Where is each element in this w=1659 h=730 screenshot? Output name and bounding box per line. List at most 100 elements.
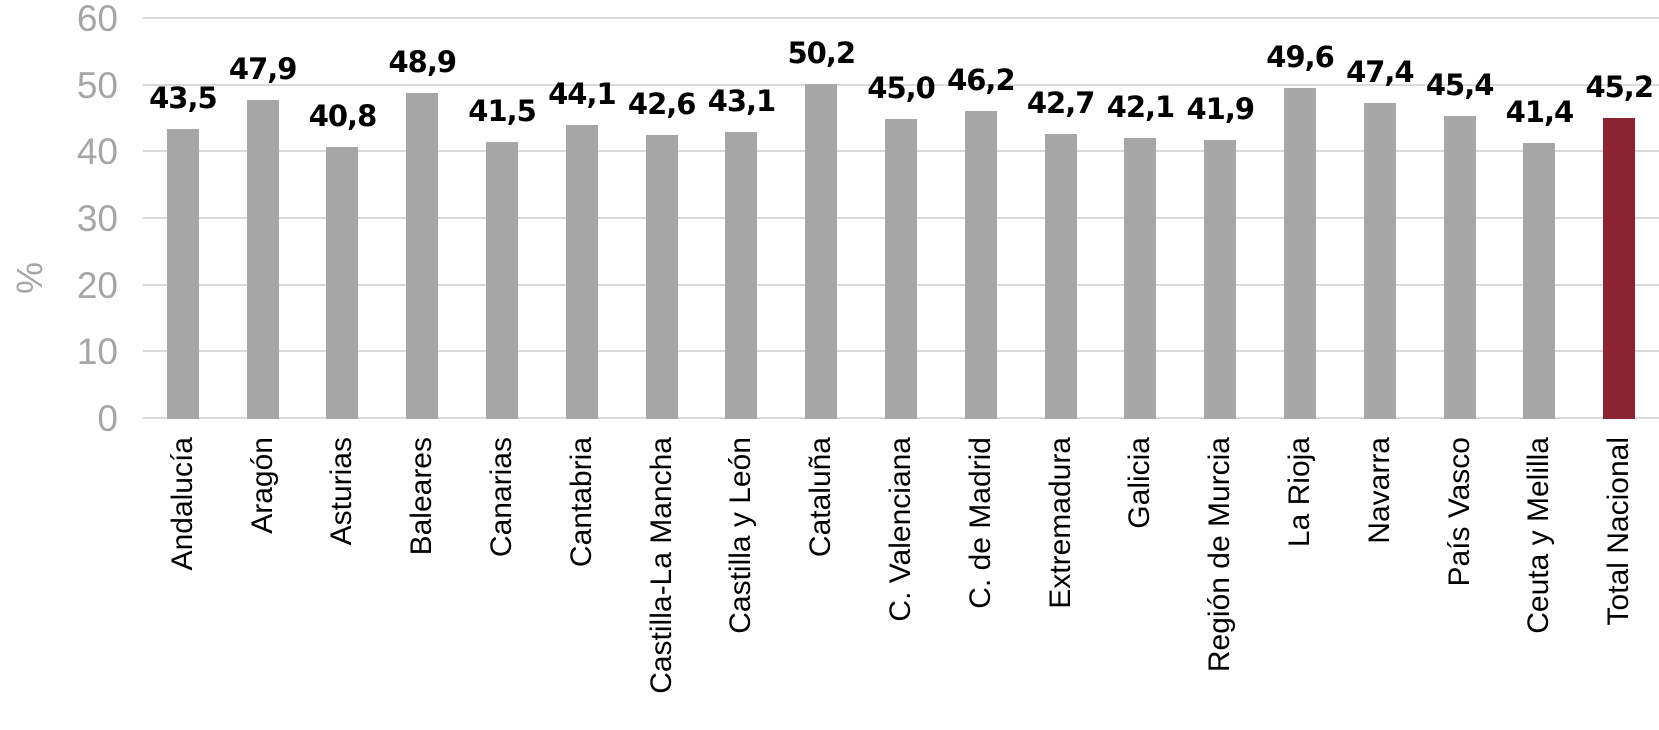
x-axis-label: Aragón [245, 437, 279, 534]
bar-value-label: 43,1 [707, 83, 777, 118]
x-slot: Canarias [462, 437, 542, 730]
bar-value-label: 41,4 [1505, 95, 1575, 129]
bar [326, 147, 359, 419]
bar [1204, 139, 1237, 419]
bar [1443, 116, 1476, 419]
bar [406, 93, 439, 419]
bar-value-label: 42,7 [1026, 86, 1096, 121]
bar-slot: 41,4 [1500, 19, 1580, 419]
x-slot: Cantabria [542, 437, 622, 730]
x-axis-label: Navarra [1362, 437, 1396, 544]
x-slot: Baleares [382, 437, 462, 730]
y-axis-tick-label: 40 [76, 131, 118, 173]
bar-value-label: 45,2 [1585, 69, 1654, 104]
bar [645, 135, 678, 419]
bar-slot: 41,5 [462, 19, 542, 419]
y-axis-tick-label: 50 [76, 64, 118, 106]
bars-row: 43,5 47,9 40,8 48,9 41,5 44,1 42,6 43,1 50,2 45,0… [143, 19, 1659, 419]
bar-slot: 45,2 [1579, 19, 1659, 419]
bar-value-label: 45,4 [1425, 68, 1495, 103]
x-slot: La Rioja [1260, 437, 1340, 730]
x-axis-label: Total Nacional [1602, 437, 1636, 626]
bar-highlighted [1603, 117, 1636, 419]
x-axis-label: C. Valenciana [884, 437, 918, 622]
plot-area: 43,5 47,9 40,8 48,9 41,5 44,1 42,6 43,1 50,2 45,0… [143, 17, 1659, 419]
x-axis-label: C. de Madrid [963, 437, 997, 609]
bar-value-label: 47,4 [1346, 55, 1415, 89]
bar-value-label: 41,5 [468, 94, 537, 129]
bar-slot: 42,6 [622, 19, 702, 419]
bar-value-label: 45,0 [867, 71, 936, 105]
y-axis-tick-label: 0 [97, 398, 118, 439]
x-axis-label: Región de Murcia [1203, 437, 1237, 673]
x-slot: Cataluña [781, 437, 861, 730]
bar [1044, 134, 1077, 419]
bar-value-label: 40,8 [308, 99, 378, 133]
bar [1363, 103, 1396, 419]
bar [246, 99, 279, 419]
bar [964, 111, 997, 419]
bar-slot: 42,1 [1101, 19, 1181, 419]
bar-slot: 47,9 [223, 19, 303, 419]
bar-slot: 41,9 [1180, 19, 1260, 419]
y-axis-tick-label: 30 [76, 198, 118, 239]
x-slot: Asturias [303, 437, 383, 730]
x-slot: Región de Murcia [1180, 437, 1260, 730]
bar-slot: 44,1 [542, 19, 622, 419]
bar-slot: 43,1 [702, 19, 782, 419]
x-axis-label: Asturias [325, 437, 359, 546]
bar [486, 142, 519, 419]
bar-slot: 49,6 [1260, 19, 1340, 419]
x-axis-label: Cantabria [564, 437, 598, 568]
y-axis: 0 10 20 30 40 50 60 [0, 0, 118, 730]
x-slot: Total Nacional [1579, 437, 1659, 730]
x-slot: Castilla-La Mancha [622, 437, 702, 730]
x-axis-label: Extremadura [1043, 437, 1077, 609]
bar-slot: 40,8 [303, 19, 383, 419]
x-slot: Galicia [1101, 437, 1181, 730]
x-axis-label: Andalucía [165, 437, 199, 571]
bar-slot: 48,9 [382, 19, 462, 419]
bar-value-label: 46,2 [947, 63, 1016, 97]
y-axis-tick-label: 20 [76, 264, 118, 306]
y-axis-tick-label: 10 [76, 331, 118, 373]
x-axis: Andalucía Aragón Asturias Baleares Canarias C… [143, 437, 1659, 730]
bar-value-label: 43,5 [149, 81, 218, 115]
bar-value-label: 50,2 [787, 36, 856, 71]
x-slot: C. de Madrid [941, 437, 1021, 730]
x-slot: Navarra [1340, 437, 1420, 730]
x-axis-label: País Vasco [1442, 437, 1476, 587]
x-slot: Aragón [223, 437, 303, 730]
bar [1124, 138, 1157, 419]
bar-value-label: 48,9 [388, 45, 458, 79]
x-axis-label: Cataluña [804, 437, 838, 558]
x-slot: C. Valenciana [861, 437, 941, 730]
bar-slot: 42,7 [1021, 19, 1101, 419]
bar-value-label: 42,1 [1106, 90, 1176, 125]
x-axis-label: Galicia [1123, 437, 1157, 529]
bar-slot: 47,4 [1340, 19, 1420, 419]
x-slot: Andalucía [143, 437, 223, 730]
bar [885, 119, 918, 419]
bar-slot: 46,2 [941, 19, 1021, 419]
y-axis-tick-label: 60 [76, 0, 118, 39]
x-axis-label: Castilla y León [724, 437, 758, 634]
x-slot: País Vasco [1420, 437, 1500, 730]
bar-value-label: 47,9 [228, 51, 298, 86]
x-slot: Ceuta y Melilla [1500, 437, 1580, 730]
bar-value-label: 44,1 [548, 77, 617, 111]
bar [725, 131, 758, 419]
x-slot: Castilla y León [702, 437, 782, 730]
bar [1284, 88, 1317, 419]
x-axis-label: Castilla-La Mancha [644, 437, 678, 694]
x-axis-label: Baleares [405, 437, 439, 556]
bar-slot: 43,5 [143, 19, 223, 419]
gridline [143, 17, 1659, 19]
bar [166, 129, 199, 419]
bar-value-label: 42,6 [627, 87, 697, 121]
x-axis-label: La Rioja [1283, 437, 1317, 548]
bar [565, 125, 598, 419]
x-slot: Extremadura [1021, 437, 1101, 730]
bar-slot: 45,0 [861, 19, 941, 419]
